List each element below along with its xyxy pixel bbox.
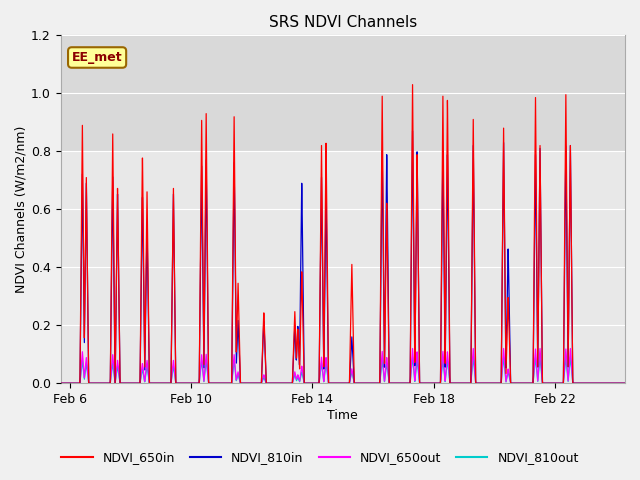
X-axis label: Time: Time xyxy=(328,409,358,422)
Y-axis label: NDVI Channels (W/m2/nm): NDVI Channels (W/m2/nm) xyxy=(15,126,28,293)
Legend: NDVI_650in, NDVI_810in, NDVI_650out, NDVI_810out: NDVI_650in, NDVI_810in, NDVI_650out, NDV… xyxy=(56,446,584,469)
Title: SRS NDVI Channels: SRS NDVI Channels xyxy=(269,15,417,30)
Text: EE_met: EE_met xyxy=(72,51,122,64)
Bar xyxy=(61,36,625,151)
